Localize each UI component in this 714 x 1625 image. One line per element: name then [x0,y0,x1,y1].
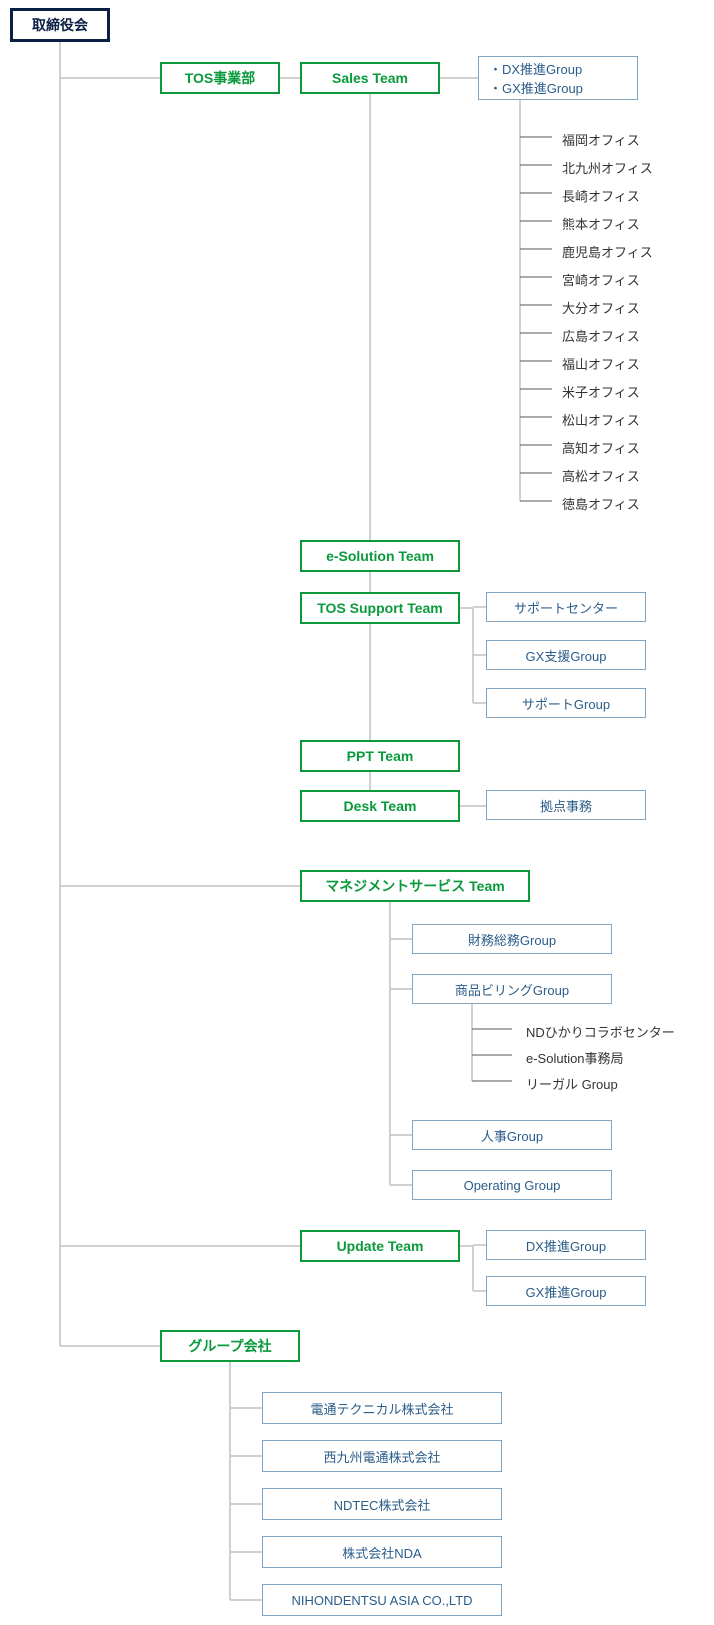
update-group-0: DX推進Group [486,1230,646,1260]
group-companies: グループ会社 [160,1330,300,1362]
company-3: 株式会社NDA [262,1536,502,1568]
office-7: 広島オフィス [562,326,640,345]
sales-team: Sales Team [300,62,440,94]
office-2: 長崎オフィス [562,186,640,205]
tos-support-group-1: GX支援Group [486,640,646,670]
office-13: 徳島オフィス [562,494,640,513]
office-0: 福岡オフィス [562,130,640,149]
mgmt-group-3: Operating Group [412,1170,612,1200]
root-box: 取締役会 [10,8,110,42]
office-10: 松山オフィス [562,410,640,429]
mgmt-group-0: 財務総務Group [412,924,612,954]
tos-support-group-0: サポートセンター [486,592,646,622]
office-3: 熊本オフィス [562,214,640,233]
office-8: 福山オフィス [562,354,640,373]
e-solution-team: e-Solution Team [300,540,460,572]
mgmt-service-team: マネジメントサービス Team [300,870,530,902]
sales-group-item: ・DX推進Group [489,59,582,78]
office-1: 北九州オフィス [562,158,653,177]
office-11: 高知オフィス [562,438,640,457]
ppt-team: PPT Team [300,740,460,772]
office-5: 宮崎オフィス [562,270,640,289]
company-1: 西九州電通株式会社 [262,1440,502,1472]
desk-team: Desk Team [300,790,460,822]
tos-support-team: TOS Support Team [300,592,460,624]
company-2: NDTEC株式会社 [262,1488,502,1520]
billing-child-0: NDひかりコラボセンター [526,1022,675,1041]
sales-groups-box: ・DX推進Group・GX推進Group [478,56,638,100]
billing-child-2: リーガル Group [526,1074,618,1093]
tos-division: TOS事業部 [160,62,280,94]
mgmt-group-1: 商品ビリングGroup [412,974,612,1004]
desk-group: 拠点事務 [486,790,646,820]
company-4: NIHONDENTSU ASIA CO.,LTD [262,1584,502,1616]
mgmt-group-2: 人事Group [412,1120,612,1150]
tos-support-group-2: サポートGroup [486,688,646,718]
update-group-1: GX推進Group [486,1276,646,1306]
office-6: 大分オフィス [562,298,640,317]
office-12: 高松オフィス [562,466,640,485]
office-9: 米子オフィス [562,382,640,401]
update-team: Update Team [300,1230,460,1262]
office-4: 鹿児島オフィス [562,242,653,261]
sales-group-item: ・GX推進Group [489,78,583,97]
billing-child-1: e-Solution事務局 [526,1048,624,1067]
company-0: 電通テクニカル株式会社 [262,1392,502,1424]
